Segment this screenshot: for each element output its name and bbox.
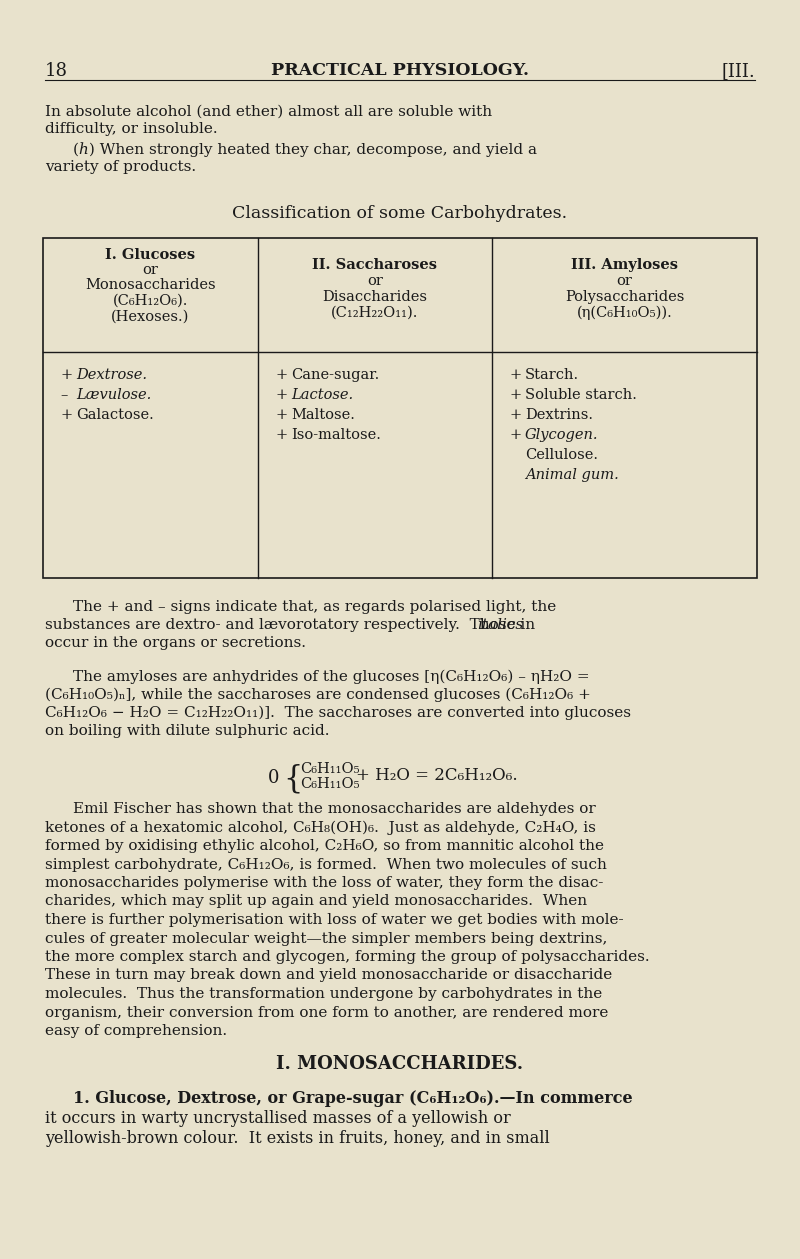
Text: Starch.: Starch.	[525, 368, 579, 381]
Text: it occurs in warty uncrystallised masses of a yellowish or: it occurs in warty uncrystallised masses…	[45, 1110, 510, 1127]
Text: difficulty, or insoluble.: difficulty, or insoluble.	[45, 122, 218, 136]
Text: Cellulose.: Cellulose.	[525, 448, 598, 462]
Text: I. Glucoses: I. Glucoses	[106, 248, 195, 262]
Text: Glycogen.: Glycogen.	[525, 428, 598, 442]
Text: on boiling with dilute sulphuric acid.: on boiling with dilute sulphuric acid.	[45, 724, 330, 738]
Text: +: +	[276, 368, 293, 381]
Text: (ℎ) When strongly heated they char, decompose, and yield a: (ℎ) When strongly heated they char, deco…	[73, 142, 537, 157]
Text: I. MONOSACCHARIDES.: I. MONOSACCHARIDES.	[277, 1055, 523, 1073]
Text: III. Amyloses: III. Amyloses	[571, 258, 678, 272]
Text: +: +	[61, 408, 78, 422]
Text: [III.: [III.	[722, 62, 755, 81]
Text: +: +	[276, 428, 293, 442]
Text: Polysaccharides: Polysaccharides	[565, 290, 684, 303]
Text: –: –	[61, 388, 73, 402]
Text: Lactose.: Lactose.	[291, 388, 353, 402]
Text: charides, which may split up again and yield monosaccharides.  When: charides, which may split up again and y…	[45, 894, 587, 909]
Text: +: +	[510, 368, 526, 381]
Text: +: +	[510, 428, 526, 442]
Text: 1. Glucose, Dextrose, or Grape-sugar (C₆H₁₂O₆).—In commerce: 1. Glucose, Dextrose, or Grape-sugar (C₆…	[73, 1090, 633, 1107]
Text: In absolute alcohol (and ether) almost all are soluble with: In absolute alcohol (and ether) almost a…	[45, 104, 492, 120]
Text: These in turn may break down and yield monosaccharide or disaccharide: These in turn may break down and yield m…	[45, 968, 612, 982]
Text: Lævulose.: Lævulose.	[76, 388, 151, 402]
Text: +: +	[276, 408, 293, 422]
Text: or: or	[367, 274, 383, 288]
Bar	[43, 238, 757, 578]
Text: Soluble starch.: Soluble starch.	[525, 388, 637, 402]
Text: Cane-sugar.: Cane-sugar.	[291, 368, 379, 381]
Text: Classification of some Carbohydrates.: Classification of some Carbohydrates.	[233, 205, 567, 222]
Text: easy of comprehension.: easy of comprehension.	[45, 1024, 227, 1037]
Text: monosaccharides polymerise with the loss of water, they form the disac-: monosaccharides polymerise with the loss…	[45, 876, 603, 890]
Text: +: +	[510, 408, 526, 422]
Text: Dextrose.: Dextrose.	[76, 368, 147, 381]
Text: there is further polymerisation with loss of water we get bodies with mole-: there is further polymerisation with los…	[45, 913, 624, 927]
Text: +: +	[510, 388, 526, 402]
Text: occur in the organs or secretions.: occur in the organs or secretions.	[45, 636, 306, 650]
Text: molecules.  Thus the transformation undergone by carbohydrates in the: molecules. Thus the transformation under…	[45, 987, 602, 1001]
Text: italics: italics	[477, 618, 523, 632]
Text: Disaccharides: Disaccharides	[322, 290, 427, 303]
Text: or: or	[617, 274, 633, 288]
Text: Dextrins.: Dextrins.	[525, 408, 593, 422]
Text: Animal gum.: Animal gum.	[525, 468, 618, 482]
Text: 18: 18	[45, 62, 68, 81]
Text: simplest carbohydrate, C₆H₁₂O₆, is formed.  When two molecules of such: simplest carbohydrate, C₆H₁₂O₆, is forme…	[45, 857, 607, 871]
Text: formed by oxidising ethylic alcohol, C₂H₆O, so from mannitic alcohol the: formed by oxidising ethylic alcohol, C₂H…	[45, 838, 604, 854]
Text: or: or	[142, 263, 158, 277]
Text: Iso-maltose.: Iso-maltose.	[291, 428, 381, 442]
Text: (Hexoses.): (Hexoses.)	[111, 310, 190, 324]
Text: C₆H₁₁O₅: C₆H₁₁O₅	[300, 777, 360, 791]
Text: The + and – signs indicate that, as regards polarised light, the: The + and – signs indicate that, as rega…	[73, 601, 556, 614]
Text: variety of products.: variety of products.	[45, 160, 196, 174]
Text: Galactose.: Galactose.	[76, 408, 154, 422]
Text: (η(C₆H₁₀O₅)).: (η(C₆H₁₀O₅)).	[577, 306, 672, 320]
Text: (C₁₂H₂₂O₁₁).: (C₁₂H₂₂O₁₁).	[331, 306, 418, 320]
Text: C₆H₁₁O₅: C₆H₁₁O₅	[300, 762, 360, 776]
Text: {: {	[283, 763, 302, 794]
Text: Maltose.: Maltose.	[291, 408, 355, 422]
Text: organism, their conversion from one form to another, are rendered more: organism, their conversion from one form…	[45, 1006, 608, 1020]
Text: +: +	[61, 368, 78, 381]
Text: (C₆H₁₀O₅)ₙ], while the saccharoses are condensed glucoses (C₆H₁₂O₆ +: (C₆H₁₀O₅)ₙ], while the saccharoses are c…	[45, 687, 591, 703]
Text: Monosaccharides: Monosaccharides	[85, 278, 216, 292]
Text: + H₂O = 2C₆H₁₂O₆.: + H₂O = 2C₆H₁₂O₆.	[356, 767, 518, 784]
Text: PRACTICAL PHYSIOLOGY.: PRACTICAL PHYSIOLOGY.	[271, 62, 529, 79]
Text: 0: 0	[268, 769, 279, 787]
Text: The amyloses are anhydrides of the glucoses [η(C₆H₁₂O₆) – ηH₂O =: The amyloses are anhydrides of the gluco…	[73, 670, 590, 685]
Text: ketones of a hexatomic alcohol, C₆H₈(OH)₆.  Just as aldehyde, C₂H₄O, is: ketones of a hexatomic alcohol, C₆H₈(OH)…	[45, 821, 596, 835]
Text: cules of greater molecular weight—the simpler members being dextrins,: cules of greater molecular weight—the si…	[45, 932, 607, 946]
Text: the more complex starch and glycogen, forming the group of polysaccharides.: the more complex starch and glycogen, fo…	[45, 951, 650, 964]
Text: substances are dextro- and lævorotatory respectively.  Those in: substances are dextro- and lævorotatory …	[45, 618, 540, 632]
Text: yellowish-brown colour.  It exists in fruits, honey, and in small: yellowish-brown colour. It exists in fru…	[45, 1131, 550, 1147]
Text: +: +	[276, 388, 293, 402]
Text: (C₆H₁₂O₆).: (C₆H₁₂O₆).	[113, 295, 188, 308]
Text: C₆H₁₂O₆ − H₂O = C₁₂H₂₂O₁₁)].  The saccharoses are converted into glucoses: C₆H₁₂O₆ − H₂O = C₁₂H₂₂O₁₁)]. The sacchar…	[45, 706, 631, 720]
Text: Emil Fischer has shown that the monosaccharides are aldehydes or: Emil Fischer has shown that the monosacc…	[73, 802, 596, 816]
Text: II. Saccharoses: II. Saccharoses	[313, 258, 438, 272]
